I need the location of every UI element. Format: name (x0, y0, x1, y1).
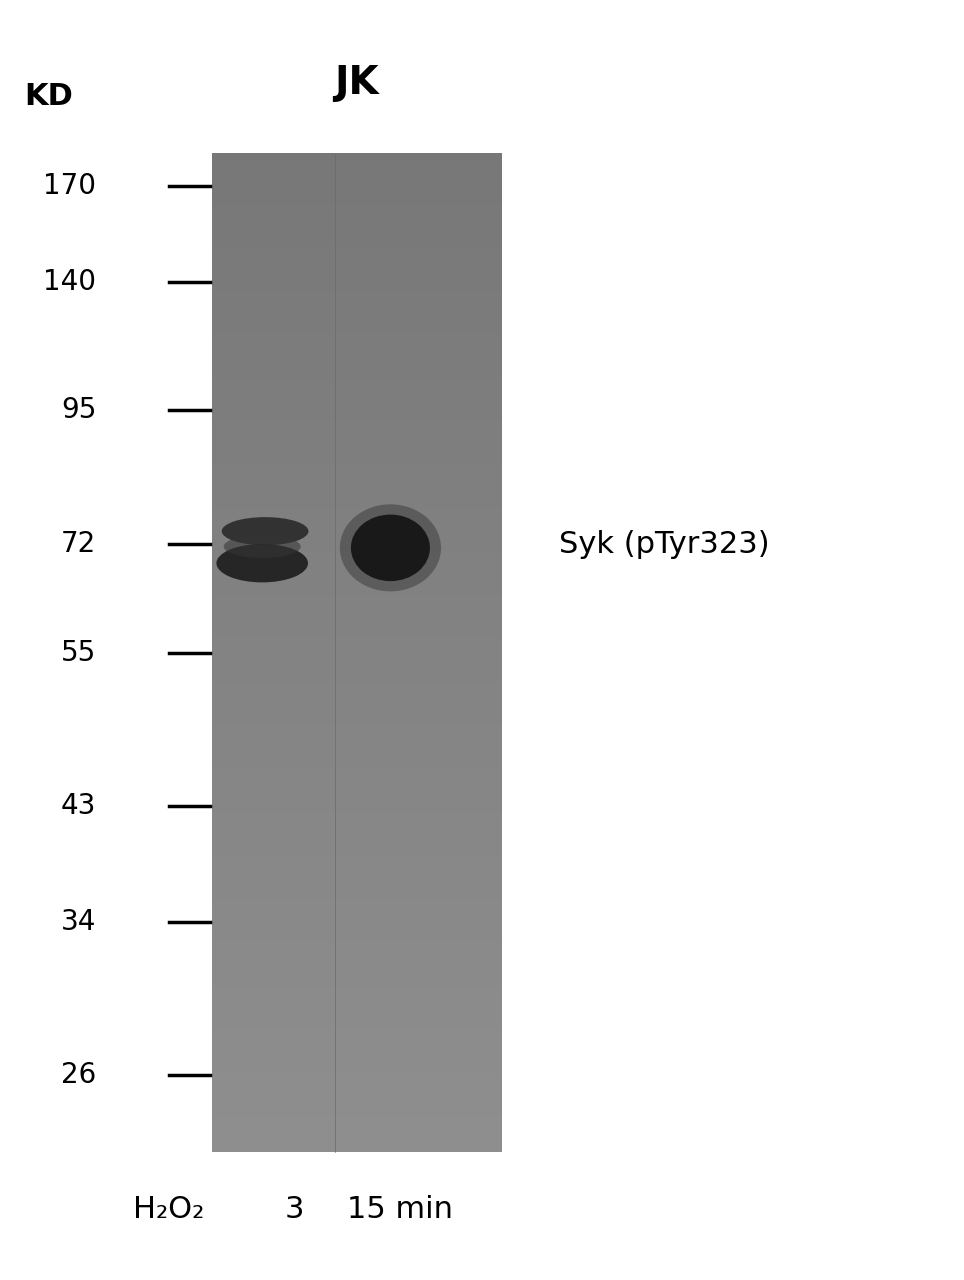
Ellipse shape (339, 504, 442, 591)
Text: 26: 26 (61, 1061, 96, 1089)
Ellipse shape (351, 515, 430, 581)
Text: 72: 72 (61, 530, 96, 558)
Text: Syk (pTyr323): Syk (pTyr323) (559, 530, 769, 558)
Text: 170: 170 (43, 172, 96, 200)
Text: 55: 55 (61, 639, 96, 667)
Text: 34: 34 (61, 908, 96, 936)
Text: 43: 43 (61, 792, 96, 820)
Text: 95: 95 (61, 396, 96, 424)
Ellipse shape (222, 517, 308, 545)
Ellipse shape (216, 544, 308, 582)
Text: H₂O₂: H₂O₂ (133, 1196, 204, 1224)
Text: KD: KD (24, 82, 72, 110)
Text: 3: 3 (284, 1196, 304, 1224)
Text: JK: JK (335, 64, 379, 102)
Text: 140: 140 (43, 268, 96, 296)
Text: 15 min: 15 min (347, 1196, 453, 1224)
Ellipse shape (224, 535, 301, 558)
